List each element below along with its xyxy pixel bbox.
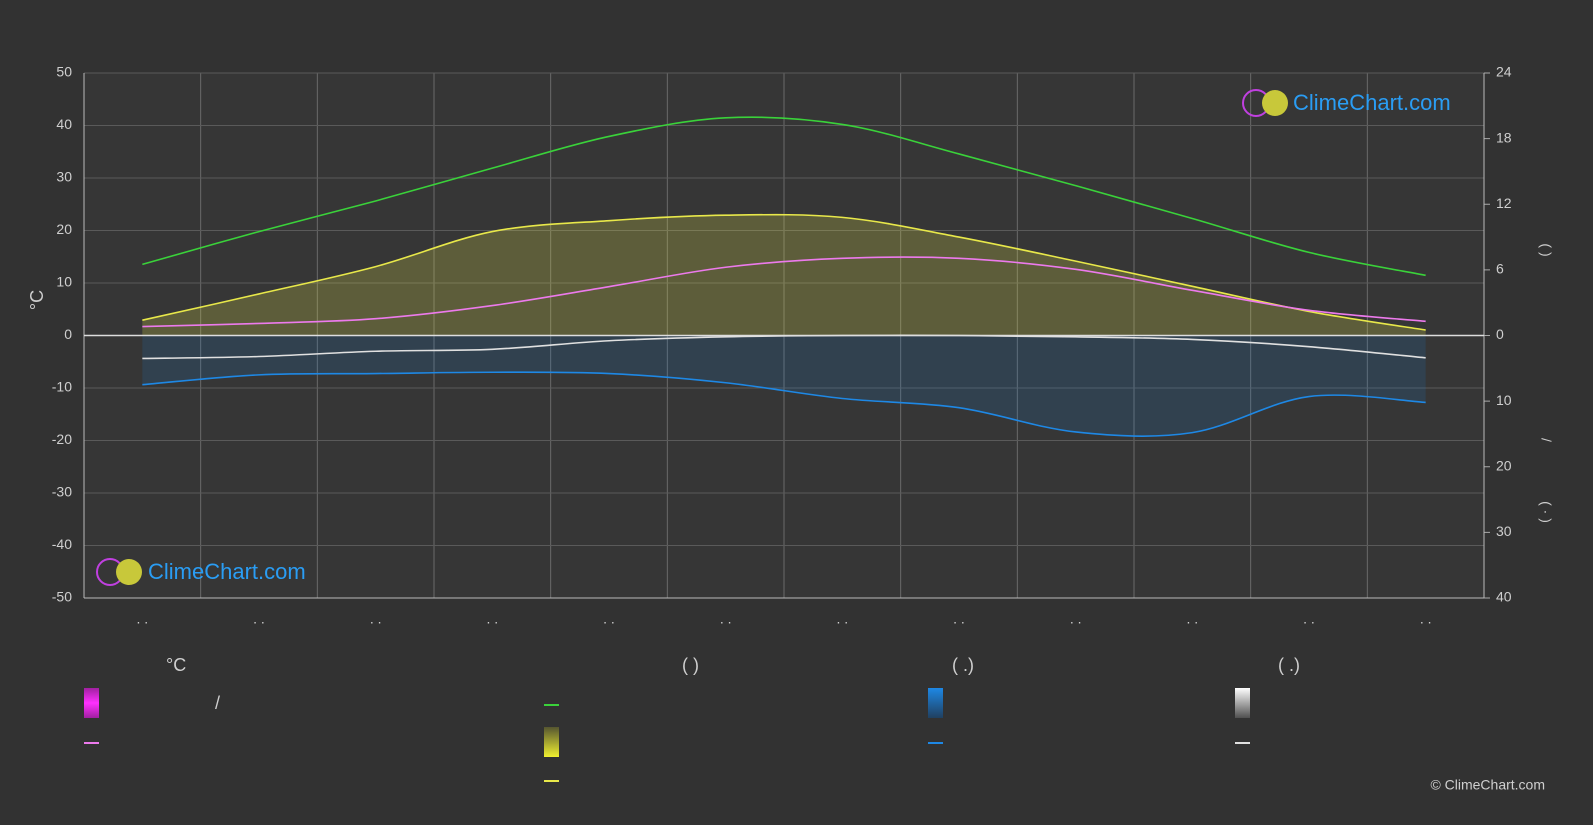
y-tick-label: 20	[56, 221, 72, 237]
sunshine-area	[142, 214, 1426, 336]
logo-top: ClimeChart.com	[1242, 89, 1451, 117]
legend-swatch	[84, 688, 99, 718]
y2-tick-label: 12	[1496, 195, 1512, 211]
watermark: ClimeChart.com	[1293, 90, 1451, 115]
legend-header: ( .)	[952, 655, 974, 675]
legend-header: ( .)	[1278, 655, 1300, 675]
series-line	[142, 371, 1426, 437]
precipitation-area	[142, 335, 1426, 437]
x-tick-label: . .	[1303, 611, 1315, 627]
y3-tick-label: 10	[1496, 392, 1512, 408]
legend-header: ( )	[682, 655, 699, 675]
y-tick-label: 10	[56, 274, 72, 290]
y3-axis-label: /	[1538, 438, 1554, 442]
y-tick-label: -40	[52, 536, 72, 552]
x-tick-label: . .	[1186, 611, 1198, 627]
y3-axis-label: ( · )	[1538, 501, 1554, 523]
series-line	[142, 116, 1426, 277]
series-line	[142, 256, 1426, 328]
y2-tick-label: 0	[1496, 326, 1504, 342]
y3-tick-label: 40	[1496, 589, 1512, 605]
series-line	[142, 213, 1426, 331]
y-tick-label: 30	[56, 169, 72, 185]
x-tick-label: . .	[1070, 611, 1082, 627]
x-tick-label: . .	[486, 611, 498, 627]
x-tick-label: . .	[953, 611, 965, 627]
x-tick-label: . .	[836, 611, 848, 627]
y2-tick-label: 18	[1496, 129, 1512, 145]
x-tick-label: . .	[253, 611, 265, 627]
y-tick-label: 0	[64, 326, 72, 342]
watermark: ClimeChart.com	[148, 559, 306, 584]
y-tick-label: 50	[56, 64, 72, 80]
y-tick-label: -10	[52, 379, 72, 395]
y2-tick-label: 24	[1496, 64, 1512, 80]
legend-swatch	[544, 727, 559, 757]
logo-bottom: ClimeChart.com	[96, 558, 306, 586]
x-tick-label: . .	[603, 611, 615, 627]
y3-tick-label: 20	[1496, 457, 1512, 473]
legend-swatch	[1235, 688, 1250, 718]
x-tick-label: . .	[720, 611, 732, 627]
x-tick-label: . .	[1420, 611, 1432, 627]
y-tick-label: -30	[52, 484, 72, 500]
legend-header: °C	[166, 655, 186, 675]
y-tick-label: -50	[52, 589, 72, 605]
y2-tick-label: 6	[1496, 261, 1504, 277]
legend-swatch	[928, 688, 943, 718]
x-tick-label: . .	[370, 611, 382, 627]
y-axis-label: °C	[27, 290, 47, 310]
legend-text: /	[215, 693, 220, 713]
y3-tick-label: 30	[1496, 523, 1512, 539]
copyright: © ClimeChart.com	[1430, 777, 1545, 793]
x-tick-label: . .	[136, 611, 148, 627]
y2-axis-label: ( )	[1538, 243, 1554, 256]
y-tick-label: 40	[56, 116, 72, 132]
y-tick-label: -20	[52, 431, 72, 447]
